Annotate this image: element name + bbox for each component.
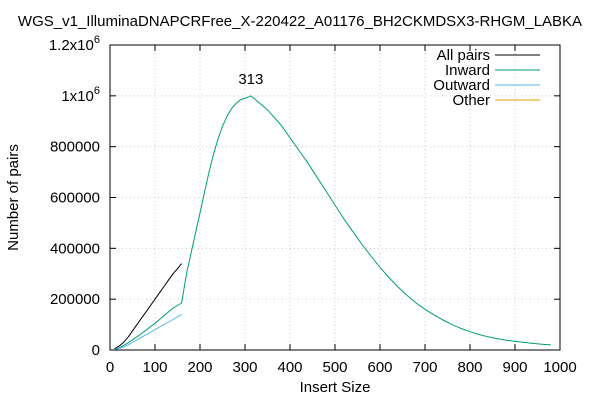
- legend-label-other: Other: [452, 92, 490, 109]
- grid-lines: [110, 45, 560, 350]
- legend-label-outward: Outward: [433, 77, 490, 94]
- y-axis-label: Number of pairs: [5, 144, 22, 251]
- y-tick-label: 800000: [50, 139, 100, 156]
- series-line-inward: [114, 95, 552, 350]
- y-tick-label-exponent: 6: [94, 34, 100, 46]
- x-tick-label: 800: [457, 359, 482, 376]
- y-tick-label-exponent: 6: [94, 85, 100, 97]
- x-tick-label: 0: [106, 359, 114, 376]
- legend-label-all-pairs: All pairs: [437, 47, 490, 64]
- series-line-all-pairs: [114, 263, 182, 350]
- y-tick-label: 400000: [50, 240, 100, 257]
- x-tick-label: 600: [367, 359, 392, 376]
- x-tick-label: 700: [412, 359, 437, 376]
- peak-annotation: 313: [238, 71, 263, 88]
- series-lines: [110, 95, 552, 351]
- y-tick-label-base: 0: [92, 342, 100, 359]
- series-line-outward: [114, 313, 182, 350]
- y-tick-label: 1.2x106: [49, 34, 100, 54]
- x-tick-label: 900: [502, 359, 527, 376]
- x-tick-label: 1000: [543, 359, 576, 376]
- y-tick-label: 0: [92, 342, 100, 359]
- y-tick-label: 200000: [50, 291, 100, 308]
- y-tick-label-base: 200000: [50, 291, 100, 308]
- x-tick-label: 400: [277, 359, 302, 376]
- x-tick-label: 300: [232, 359, 257, 376]
- x-tick-label: 100: [142, 359, 167, 376]
- chart-title: WGS_v1_IlluminaDNAPCRFree_X-220422_A0117…: [18, 13, 582, 30]
- y-tick-label-base: 800000: [50, 139, 100, 156]
- x-tick-label: 500: [322, 359, 347, 376]
- x-axis-label: Insert Size: [300, 379, 371, 396]
- y-tick-label-base: 1x10: [61, 88, 94, 105]
- y-tick-label-base: 400000: [50, 240, 100, 257]
- y-tick-label: 600000: [50, 190, 100, 207]
- x-tick-label: 200: [187, 359, 212, 376]
- y-tick-label-base: 600000: [50, 190, 100, 207]
- y-tick-label: 1x106: [61, 85, 100, 105]
- legend-label-inward: Inward: [445, 62, 490, 79]
- axis-ticks: 0 100 200 300 400 500 600 700 800 900 1000 0 200000 4…: [49, 34, 577, 376]
- y-tick-label-base: 1.2x10: [49, 37, 94, 54]
